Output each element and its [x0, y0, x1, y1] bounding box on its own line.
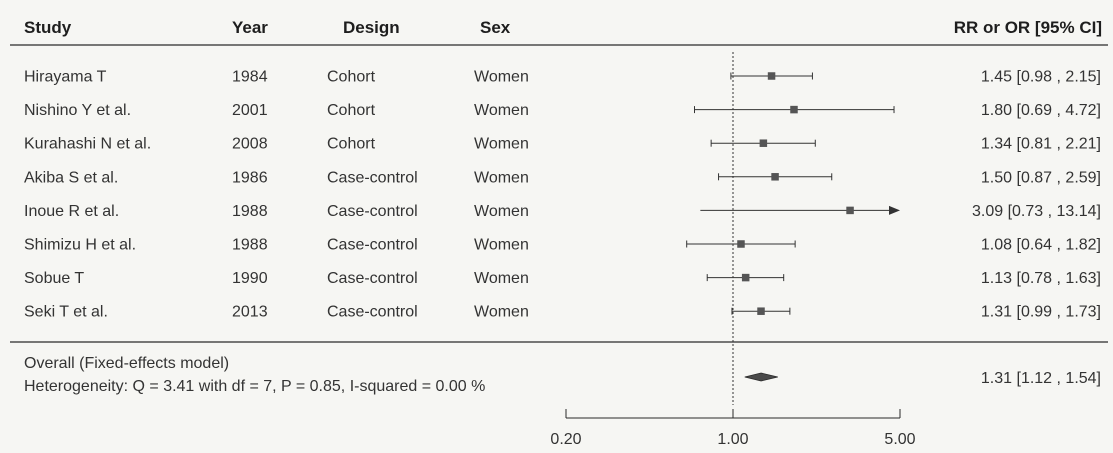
row-year: 1984	[232, 69, 268, 86]
x-tick-label: 1.00	[717, 431, 748, 448]
point-estimate	[767, 72, 776, 80]
header-estimate: RR or OR [95% CI]	[954, 18, 1102, 37]
row-sex: Women	[474, 169, 529, 186]
row-year: 1988	[232, 237, 268, 254]
row-study: Inoue R et al.	[24, 203, 119, 220]
x-axis: 0.20 1.00 5.00	[550, 409, 916, 448]
study-row: Nishino Y et al. 2001 Cohort Women 1.80 [0.6…	[24, 102, 1101, 119]
x-tick-label: 0.20	[550, 431, 581, 448]
point-estimate	[757, 307, 765, 315]
study-row: Sobue T 1990 Case-control Women 1.13 [0.78 ,…	[24, 270, 1101, 287]
row-study: Shimizu H et al.	[24, 237, 136, 254]
study-rows: Hirayama T 1984 Cohort Women 1.45 [0.98 , 2.…	[24, 69, 1101, 321]
row-design: Cohort	[327, 136, 376, 153]
study-row: Akiba S et al. 1986 Case-control Women 1.50 …	[24, 169, 1101, 186]
row-sex: Women	[474, 136, 529, 153]
header-sex: Sex	[480, 18, 511, 37]
point-estimate	[790, 105, 798, 114]
row-year: 2008	[232, 136, 268, 153]
heterogeneity-text: Heterogeneity: Q = 3.41 with df = 7, P =…	[24, 378, 485, 395]
overall-label: Overall (Fixed-effects model)	[24, 355, 229, 372]
point-estimate	[741, 273, 750, 282]
row-year: 1986	[232, 169, 268, 186]
header-row: Study Year Design Sex RR or OR [95% CI]	[24, 18, 1102, 37]
row-study: Nishino Y et al.	[24, 102, 131, 119]
row-design: Case-control	[327, 237, 418, 254]
row-year: 1990	[232, 270, 268, 287]
study-row: Hirayama T 1984 Cohort Women 1.45 [0.98 , 2.…	[24, 69, 1101, 86]
row-sex: Women	[474, 203, 529, 220]
row-study: Kurahashi N et al.	[24, 136, 151, 153]
ci-arrow	[889, 205, 900, 215]
row-study: Hirayama T	[24, 69, 107, 86]
row-sex: Women	[474, 69, 529, 86]
row-sex: Women	[474, 102, 529, 119]
row-sex: Women	[474, 270, 529, 287]
row-study: Akiba S et al.	[24, 169, 118, 186]
study-row: Kurahashi N et al. 2008 Cohort Women 1.34 [0…	[24, 136, 1101, 153]
row-ci-label: 3.09 [0.73 , 13.14]	[972, 203, 1101, 220]
point-estimate	[737, 240, 745, 248]
header-year: Year	[232, 18, 268, 37]
row-ci-label: 1.13 [0.78 , 1.63]	[981, 270, 1101, 287]
row-design: Case-control	[327, 270, 418, 287]
overall-ci-label: 1.31 [1.12 , 1.54]	[981, 370, 1101, 387]
row-ci-label: 1.45 [0.98 , 2.15]	[981, 69, 1101, 86]
row-ci-label: 1.31 [0.99 , 1.73]	[981, 304, 1101, 321]
row-design: Case-control	[327, 304, 418, 321]
header-design: Design	[343, 18, 400, 37]
study-row: Shimizu H et al. 1988 Case-control Women 1.0…	[24, 237, 1101, 254]
row-sex: Women	[474, 304, 529, 321]
study-row: Inoue R et al. 1988 Case-control Women 3.09 …	[24, 203, 1101, 220]
overall-diamond	[744, 372, 778, 382]
row-ci-label: 1.80 [0.69 , 4.72]	[981, 102, 1101, 119]
point-estimate	[771, 173, 779, 181]
row-year: 2001	[232, 102, 268, 119]
point-estimate	[846, 206, 854, 215]
row-design: Case-control	[327, 203, 418, 220]
study-row: Seki T et al. 2013 Case-control Women 1.31 […	[24, 304, 1101, 321]
row-design: Cohort	[327, 69, 376, 86]
row-ci-label: 1.34 [0.81 , 2.21]	[981, 136, 1101, 153]
row-design: Case-control	[327, 169, 418, 186]
row-year: 2013	[232, 304, 268, 321]
row-ci-label: 1.08 [0.64 , 1.82]	[981, 237, 1101, 254]
row-sex: Women	[474, 237, 529, 254]
row-year: 1988	[232, 203, 268, 220]
row-ci-label: 1.50 [0.87 , 2.59]	[981, 169, 1101, 186]
header-study: Study	[24, 18, 72, 37]
row-design: Cohort	[327, 102, 376, 119]
row-study: Seki T et al.	[24, 304, 108, 321]
point-estimate	[759, 139, 768, 147]
row-study: Sobue T	[24, 270, 84, 287]
x-tick-label: 5.00	[884, 431, 915, 448]
